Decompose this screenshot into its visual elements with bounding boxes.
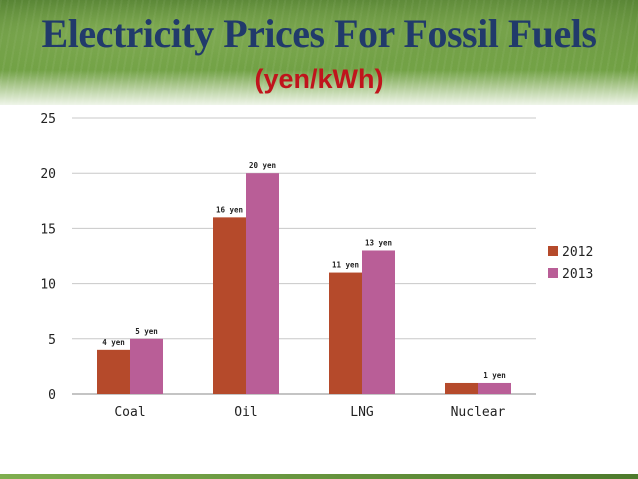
bar-2012-coal [97, 349, 130, 394]
x-tick-label: LNG [350, 405, 374, 420]
page-title: Electricity Prices For Fossil Fuels [41, 11, 597, 56]
x-tick-label: Oil [234, 405, 257, 420]
page-subtitle: (yen/kWh) [254, 64, 384, 94]
data-label: 5 yen [135, 327, 158, 336]
legend-swatch-2013 [548, 268, 558, 278]
y-tick-label: 15 [40, 222, 56, 237]
y-tick-label: 20 [40, 167, 56, 182]
legend-label-2013: 2013 [562, 267, 593, 282]
bar-2012-nuclear [445, 382, 478, 394]
bar-2012-oil [213, 217, 246, 394]
data-label: 1 yen [483, 371, 506, 380]
data-label: 20 yen [249, 161, 276, 170]
legend-label-2012: 2012 [562, 245, 593, 260]
footer-line [0, 474, 638, 479]
data-label: 11 yen [332, 261, 359, 270]
bar-2013-coal [130, 338, 163, 394]
bar-2013-oil [246, 173, 279, 394]
header-banner-fade [0, 70, 638, 110]
data-label: 4 yen [102, 338, 125, 347]
y-tick-label: 0 [48, 388, 56, 403]
x-tick-label: Nuclear [451, 405, 506, 420]
y-tick-label: 10 [40, 278, 56, 293]
bar-2012-lng [329, 272, 362, 394]
y-tick-label: 25 [40, 112, 56, 127]
y-tick-label: 5 [48, 333, 56, 348]
bar-2013-nuclear [478, 382, 511, 394]
data-label: 16 yen [216, 205, 243, 214]
bar-2013-lng [362, 250, 395, 394]
legend-swatch-2012 [548, 246, 558, 256]
data-label: 13 yen [365, 238, 392, 247]
x-tick-label: Coal [114, 405, 145, 420]
